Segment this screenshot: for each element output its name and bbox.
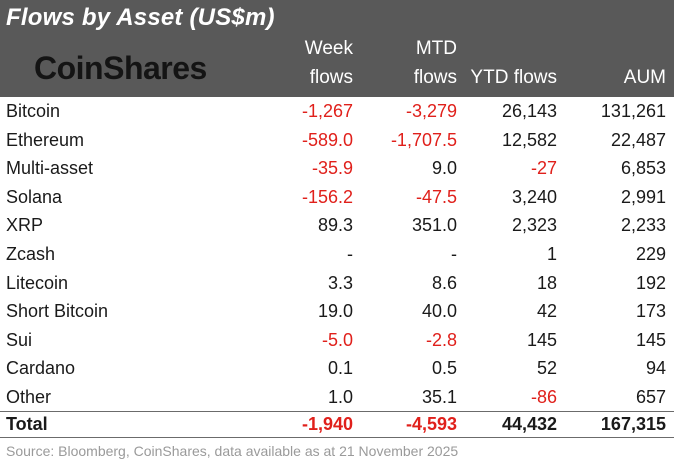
total-aum: 167,315 — [600, 414, 666, 434]
table-row: Ethereum -589.0 -1,707.5 12,582 22,487 — [0, 126, 674, 155]
week-flows-cell: -35.9 — [311, 158, 353, 179]
week-flows-cell: -589.0 — [301, 129, 353, 150]
total-week-flows: -1,940 — [301, 414, 353, 434]
aum-cell: 145 — [635, 329, 666, 350]
ytd-flows-cell: 42 — [536, 301, 557, 322]
ytd-flows-cell: 1 — [546, 243, 557, 264]
aum-cell: 131,261 — [600, 101, 666, 121]
aum-cell: 173 — [635, 301, 666, 322]
week-flows-cell: 0.1 — [327, 358, 353, 379]
ytd-flows-cell: -27 — [530, 158, 557, 179]
table-title: Flows by Asset (US$m) — [6, 4, 275, 31]
total-mtd-flows: -4,593 — [405, 414, 457, 434]
week-flows-cell: -1,267 — [301, 101, 353, 121]
column-header-mtd-flows: MTD flows — [414, 34, 457, 92]
asset-name: XRP — [6, 215, 44, 236]
mtd-flows-cell: -47.5 — [415, 186, 457, 207]
asset-name: Short Bitcoin — [6, 301, 109, 322]
mtd-flows-cell: - — [451, 243, 457, 264]
week-flows-cell: - — [347, 243, 353, 264]
mtd-flows-cell: 40.0 — [421, 301, 457, 322]
asset-name: Litecoin — [6, 272, 69, 293]
mtd-flows-cell: 0.5 — [431, 358, 457, 379]
ytd-flows-cell: 26,143 — [501, 101, 557, 121]
table-header: Flows by Asset (US$m) CoinShares Week fl… — [0, 0, 674, 97]
ytd-flows-cell: 18 — [536, 272, 557, 293]
asset-name: Cardano — [6, 358, 76, 379]
table-row: XRP 89.3 351.0 2,323 2,233 — [0, 211, 674, 240]
week-flows-cell: -156.2 — [301, 186, 353, 207]
column-header-ytd-flows: YTD flows — [470, 67, 557, 88]
total-bottom-divider — [0, 437, 674, 438]
asset-name: Zcash — [6, 243, 56, 264]
total-ytd-flows: 44,432 — [501, 414, 557, 434]
table-row: Other 1.0 35.1 -86 657 — [0, 383, 674, 412]
week-flows-cell: -5.0 — [321, 329, 353, 350]
mtd-flows-cell: -2.8 — [425, 329, 457, 350]
source-note: Source: Bloomberg, CoinShares, data avai… — [6, 443, 459, 459]
mtd-flows-cell: 9.0 — [431, 158, 457, 179]
aum-cell: 2,991 — [620, 186, 666, 207]
aum-cell: 94 — [645, 358, 666, 379]
total-row: Total -1,940 -4,593 44,432 167,315 — [0, 412, 674, 436]
aum-cell: 2,233 — [620, 215, 666, 236]
asset-name: Ethereum — [6, 129, 85, 150]
ytd-flows-cell: 52 — [536, 358, 557, 379]
mtd-flows-cell: 8.6 — [431, 272, 457, 293]
week-flows-cell: 89.3 — [317, 215, 353, 236]
mtd-flows-cell: 35.1 — [421, 386, 457, 407]
column-header-mtd-line2: flows — [413, 67, 457, 88]
table-row: Multi-asset -35.9 9.0 -27 6,853 — [0, 154, 674, 183]
week-flows-cell: 19.0 — [317, 301, 353, 322]
week-flows-cell: 1.0 — [327, 386, 353, 407]
total-divider — [0, 411, 674, 412]
column-header-aum: AUM — [623, 67, 666, 88]
week-flows-cell: 3.3 — [327, 272, 353, 293]
column-header-week-line2: flows — [309, 67, 353, 88]
aum-cell: 6,853 — [620, 158, 666, 179]
ytd-flows-cell: -86 — [530, 386, 557, 407]
mtd-flows-cell: -1,707.5 — [390, 129, 457, 150]
asset-name: Multi-asset — [6, 158, 94, 179]
mtd-flows-cell: -3,279 — [405, 101, 457, 121]
table-row: Sui -5.0 -2.8 145 145 — [0, 326, 674, 355]
table-row: Cardano 0.1 0.5 52 94 — [0, 354, 674, 383]
aum-cell: 22,487 — [610, 129, 666, 150]
total-label: Total — [6, 414, 48, 434]
table-row: Short Bitcoin 19.0 40.0 42 173 — [0, 297, 674, 326]
ytd-flows-cell: 3,240 — [511, 186, 557, 207]
aum-cell: 192 — [635, 272, 666, 293]
mtd-flows-cell: 351.0 — [411, 215, 457, 236]
column-header-week-line1: Week — [304, 38, 353, 59]
ytd-flows-cell: 145 — [526, 329, 557, 350]
column-header-mtd-line1: MTD — [415, 38, 457, 59]
coinshares-logo: CoinShares — [34, 50, 207, 86]
asset-name: Sui — [6, 329, 33, 350]
asset-name: Solana — [6, 186, 63, 207]
table-body: Bitcoin -1,267 -3,279 26,143 131,261 Ethereum… — [0, 97, 674, 412]
table-row: Zcash - - 1 229 — [0, 240, 674, 269]
aum-cell: 229 — [635, 243, 666, 264]
column-header-week-flows: Week flows — [305, 34, 353, 92]
asset-name: Other — [6, 386, 52, 407]
table-row: Solana -156.2 -47.5 3,240 2,991 — [0, 183, 674, 212]
ytd-flows-cell: 2,323 — [511, 215, 557, 236]
table-row: Bitcoin -1,267 -3,279 26,143 131,261 — [0, 97, 674, 126]
table-row: Litecoin 3.3 8.6 18 192 — [0, 269, 674, 298]
ytd-flows-cell: 12,582 — [501, 129, 557, 150]
aum-cell: 657 — [635, 386, 666, 407]
asset-name: Bitcoin — [6, 101, 61, 121]
